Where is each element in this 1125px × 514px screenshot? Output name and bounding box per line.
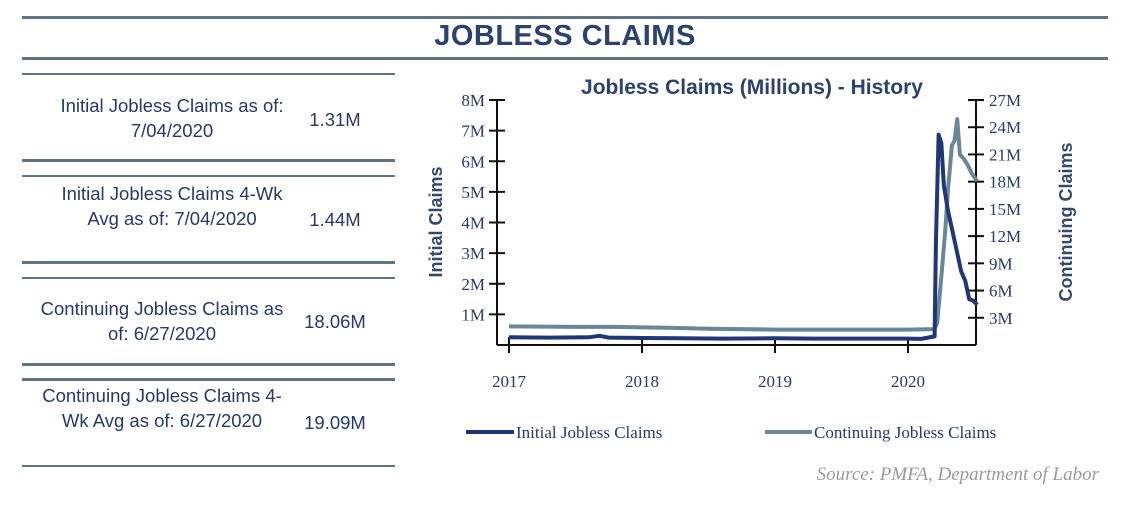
x-tick-label: 2018 <box>625 372 659 391</box>
y2-tick-label: 24M <box>989 118 1021 137</box>
series-line-initial <box>508 132 979 341</box>
stat-value-continuing-avg: 19.09M <box>304 412 366 433</box>
divider <box>22 378 395 381</box>
y-tick-label: 3M <box>461 244 485 263</box>
divider <box>22 175 395 177</box>
series-line-continuing <box>508 117 979 332</box>
x-tick-label: 2017 <box>492 372 527 391</box>
stat-value-initial-avg: 1.44M <box>309 209 361 230</box>
y2-tick-label: 15M <box>989 200 1021 219</box>
top-rule <box>22 16 1108 19</box>
y-tick-label: 6M <box>461 152 485 171</box>
stat-value-initial: 1.31M <box>309 109 361 130</box>
page-title: JOBLESS CLAIMS <box>434 20 696 52</box>
title-rule <box>22 57 1108 60</box>
y2-tick-label: 9M <box>989 254 1013 273</box>
y2-tick-label: 12M <box>989 227 1021 246</box>
divider <box>22 261 395 264</box>
legend-label-initial: Initial Jobless Claims <box>516 423 662 442</box>
y-tick-label: 4M <box>461 214 485 233</box>
x-tick-label: 2020 <box>891 372 925 391</box>
y-tick-label: 8M <box>461 91 485 110</box>
y2-tick-label: 3M <box>989 309 1013 328</box>
stat-value-continuing: 18.06M <box>304 311 366 332</box>
stat-label-initial: Initial Jobless Claims as of: 7/04/2020 <box>60 95 284 141</box>
y-tick-label: 7M <box>461 122 485 141</box>
y2-tick-label: 27M <box>989 91 1021 110</box>
y-tick-label: 1M <box>461 305 485 324</box>
divider <box>22 277 395 279</box>
y2-tick-label: 6M <box>989 282 1013 301</box>
divider <box>22 363 395 366</box>
legend-label-continuing: Continuing Jobless Claims <box>814 423 996 442</box>
stat-label-initial-avg: Initial Jobless Claims 4-Wk Avg as of: 7… <box>61 183 283 229</box>
divider <box>22 73 395 75</box>
divider <box>22 465 395 467</box>
divider <box>22 159 395 162</box>
stat-label-continuing-avg: Continuing Jobless Claims 4-Wk Avg as of… <box>42 385 282 431</box>
stat-label-continuing: Continuing Jobless Claims as of: 6/27/20… <box>40 298 284 344</box>
y2-axis-label: Continuing Claims <box>1056 143 1076 302</box>
y-axis-label: Initial Claims <box>426 166 446 277</box>
chart-title: Jobless Claims (Millions) - History <box>581 76 923 99</box>
y2-tick-label: 21M <box>989 145 1021 164</box>
y-tick-label: 5M <box>461 183 485 202</box>
y-tick-label: 2M <box>461 275 485 294</box>
y2-tick-label: 18M <box>989 173 1021 192</box>
source-note: Source: PMFA, Department of Labor <box>816 464 1099 485</box>
x-tick-label: 2019 <box>758 372 792 391</box>
